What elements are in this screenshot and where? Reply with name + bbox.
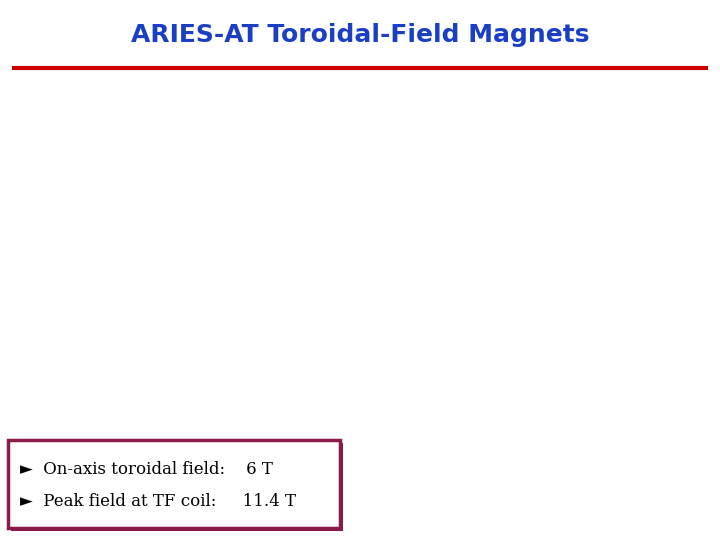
- Text: ►  On-axis toroidal field:    6 T: ► On-axis toroidal field: 6 T: [20, 461, 273, 477]
- Text: ►  Peak field at TF coil:     11.4 T: ► Peak field at TF coil: 11.4 T: [20, 493, 296, 510]
- FancyBboxPatch shape: [11, 443, 343, 531]
- FancyBboxPatch shape: [8, 440, 340, 528]
- Text: ARIES-AT Toroidal-Field Magnets: ARIES-AT Toroidal-Field Magnets: [131, 23, 589, 47]
